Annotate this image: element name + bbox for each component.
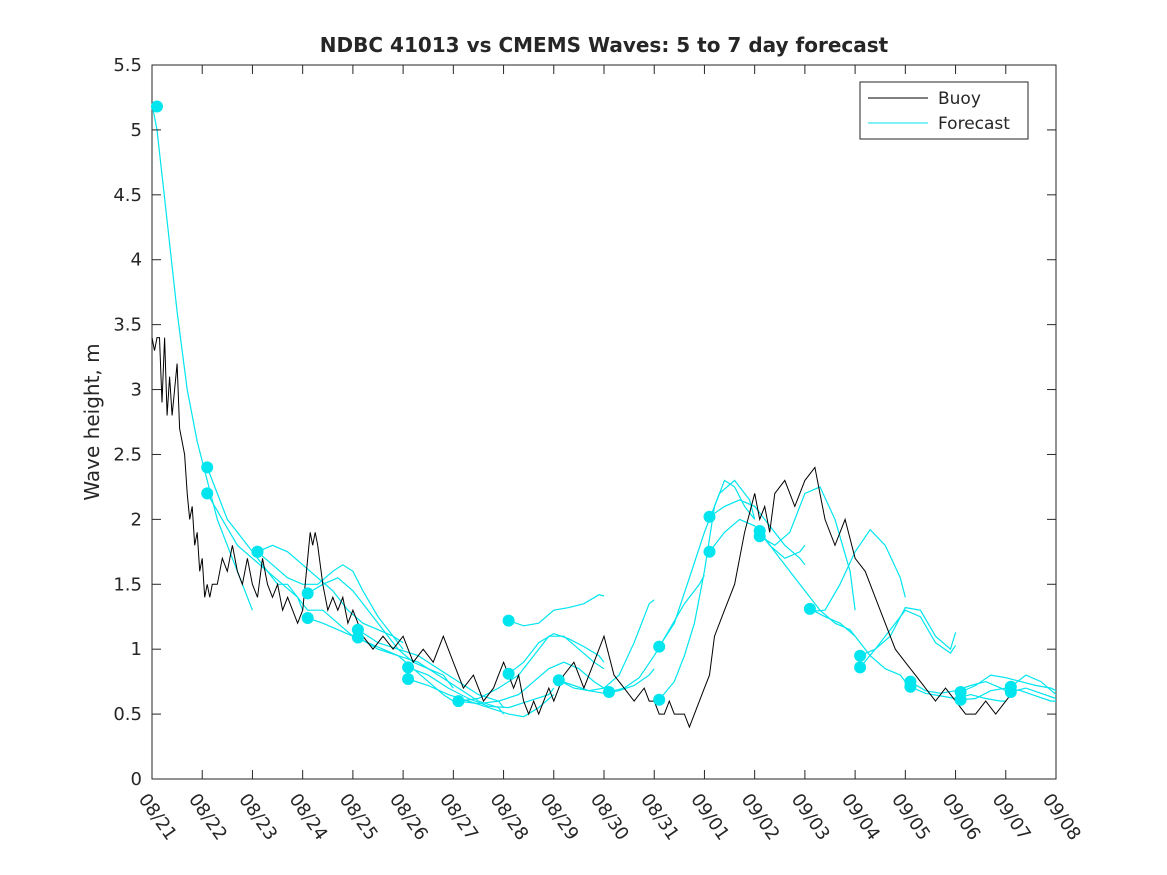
forecast-line-4 xyxy=(257,551,404,650)
forecast-line-7 xyxy=(357,629,505,708)
forecast-line-24 xyxy=(809,608,906,682)
forecast-start-marker xyxy=(452,695,465,708)
forecast-line-32 xyxy=(1010,674,1057,696)
forecast-line-25 xyxy=(809,528,906,613)
forecast-start-marker xyxy=(301,587,314,600)
forecast-start-marker xyxy=(703,545,716,558)
forecast-start-marker xyxy=(653,640,666,653)
forecast-line-12 xyxy=(458,661,605,705)
forecast-line-5 xyxy=(307,577,454,689)
forecast-line-6 xyxy=(307,617,454,702)
forecast-start-marker xyxy=(301,612,314,624)
y-tick-label: 4 xyxy=(131,250,142,271)
forecast-start-marker xyxy=(854,649,867,662)
forecast-line-33 xyxy=(1010,687,1057,700)
y-tick-label: 2 xyxy=(131,509,142,530)
forecast-start-marker xyxy=(201,487,214,500)
forecast-start-marker xyxy=(854,661,867,674)
legend-buoy-label: Buoy xyxy=(938,89,981,109)
forecast-start-marker xyxy=(753,530,766,543)
plot-area xyxy=(151,64,1057,780)
forecast-start-marker xyxy=(954,693,967,706)
y-axis-ticks: 0 0.5 1 1.5 2 2.5 3 3.5 4 4.5 5 5.5 xyxy=(113,55,1056,790)
forecast-start-marker xyxy=(251,545,264,558)
forecast-start-marker xyxy=(653,693,666,706)
forecast-start-marker xyxy=(603,686,615,698)
forecast-start-marker xyxy=(151,100,163,113)
forecast-line-23 xyxy=(759,486,856,611)
y-tick-label: 4.5 xyxy=(113,185,142,206)
forecast-line-10 xyxy=(407,678,555,718)
forecast-line-2 xyxy=(206,493,354,637)
y-tick-label: 1.5 xyxy=(113,574,142,595)
legend: Buoy Forecast xyxy=(859,81,1029,140)
forecast-line-20 xyxy=(709,499,806,566)
forecast-start-marker xyxy=(201,461,214,474)
y-axis-label: Wave height, m xyxy=(80,343,104,500)
forecast-start-marker xyxy=(502,614,515,627)
forecast-start-marker xyxy=(402,661,415,674)
forecast-line-1 xyxy=(206,467,304,611)
y-tick-label: 2.5 xyxy=(113,444,142,465)
forecast-line-14 xyxy=(508,632,605,675)
forecast-start-marker xyxy=(502,667,515,680)
y-tick-label: 3.5 xyxy=(113,315,142,336)
buoy-line xyxy=(151,337,1017,729)
forecast-start-marker xyxy=(1004,686,1017,698)
legend-box xyxy=(859,81,1029,140)
legend-forecast-label: Forecast xyxy=(938,114,1010,134)
forecast-line-8 xyxy=(357,636,505,715)
forecast-line-15 xyxy=(558,599,655,692)
chart-title: NDBC 41013 vs CMEMS Waves: 5 to 7 day fo… xyxy=(320,33,889,57)
y-tick-label: 5.5 xyxy=(113,55,142,76)
marker-layer xyxy=(151,100,1017,708)
forecast-start-marker xyxy=(703,510,716,523)
forecast-line-27 xyxy=(859,606,957,668)
y-tick-label: 1 xyxy=(131,639,142,660)
forecast-line-9 xyxy=(407,666,555,709)
forecast-start-marker xyxy=(552,674,565,687)
forecast-line-11 xyxy=(458,635,605,702)
forecast-start-marker xyxy=(803,602,816,615)
y-tick-label: 0 xyxy=(131,769,142,790)
forecast-line-22 xyxy=(759,530,856,637)
y-tick-label: 3 xyxy=(131,380,142,401)
forecast-line-13 xyxy=(508,594,605,627)
y-tick-label: 0.5 xyxy=(113,704,142,725)
forecast-line-19 xyxy=(658,479,756,701)
forecast-start-marker xyxy=(904,680,917,693)
forecast-start-marker xyxy=(351,631,364,644)
y-tick-label: 5 xyxy=(131,120,142,141)
forecast-start-marker xyxy=(402,673,415,685)
forecast-line-3 xyxy=(257,544,404,644)
forecast-line-26 xyxy=(859,609,957,657)
